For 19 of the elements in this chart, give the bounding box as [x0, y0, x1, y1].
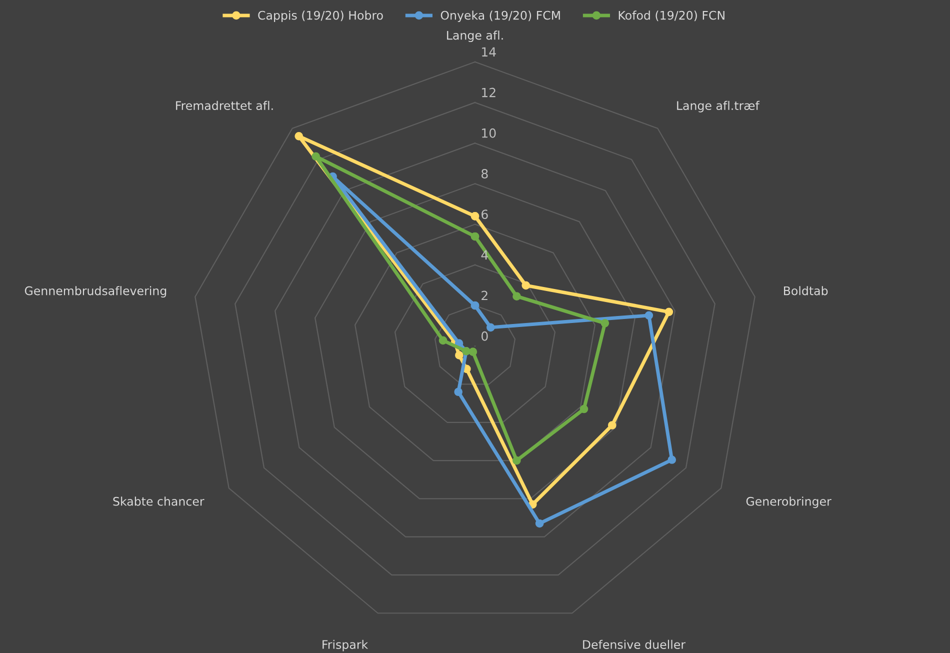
spoke-label: Skabte chancer — [113, 496, 204, 506]
legend-label: Cappis (19/20) Hobro — [258, 10, 383, 22]
y-tick-label: 12 — [482, 88, 496, 98]
y-tick-label: 6 — [482, 210, 488, 220]
spoke-label: Lange afl.træf — [677, 100, 760, 112]
y-tick-label: 2 — [482, 290, 488, 300]
spoke-label: Frispark — [322, 640, 368, 652]
legend-label: Onyeka (19/20) FCM — [440, 10, 560, 22]
spoke-label: Lange afl. — [447, 30, 503, 42]
legend-label: Kofod (19/20) FCN — [618, 10, 724, 22]
spoke-label: Defensive dueller — [583, 640, 686, 649]
spoke-label: Generobringer — [746, 496, 832, 508]
spoke-label: Boldtab — [784, 286, 828, 296]
spoke-label: Fremadrettet afl. — [176, 100, 273, 110]
spoke-label: Gennembrudsaflevering — [24, 286, 166, 298]
y-tick-label: 14 — [482, 47, 496, 56]
y-tick-label: 8 — [482, 168, 488, 178]
y-tick-label: 0 — [482, 331, 488, 341]
y-tick-label: 10 — [482, 128, 496, 138]
